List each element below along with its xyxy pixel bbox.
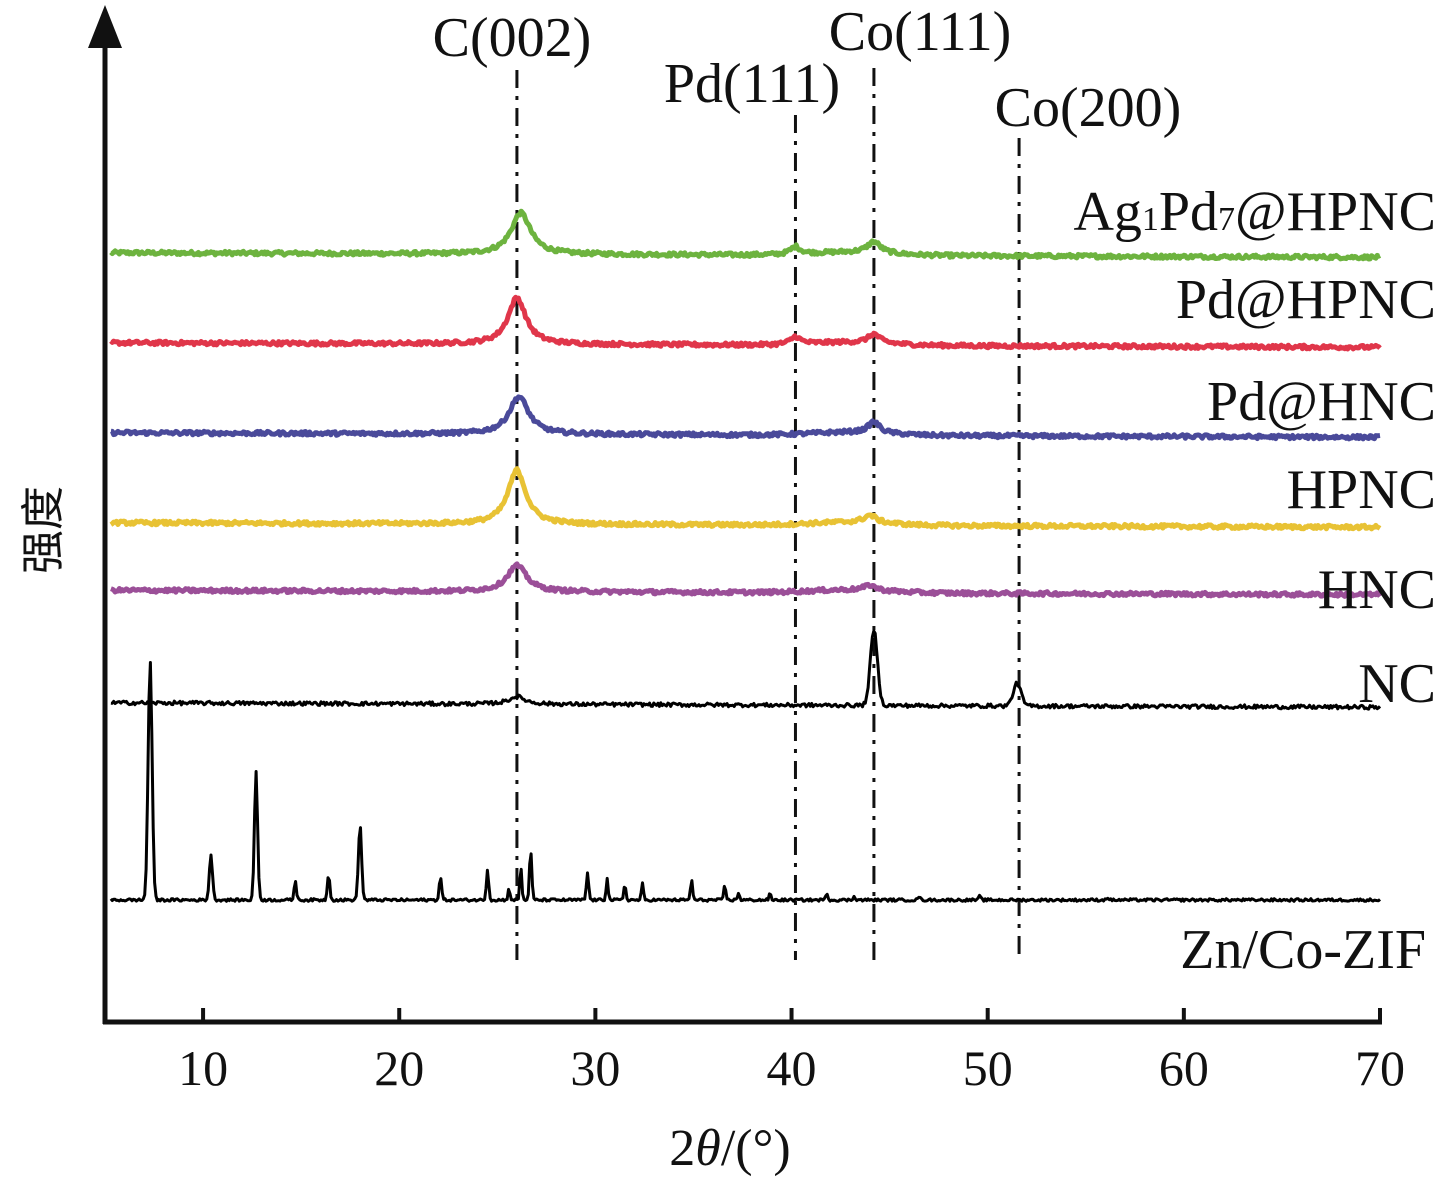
x-axis-ticks: 10 20 30 40 50 60 70 (178, 1008, 1405, 1096)
x-tick-label: 40 (767, 1040, 817, 1096)
x-tick-label: 50 (963, 1040, 1013, 1096)
series-line-hpnc (109, 466, 1382, 532)
series-label-ag1pd7-hpnc: Ag1Pd7@HPNC (1073, 181, 1436, 243)
series-line-nc (110, 629, 1382, 711)
series-line-hnc (109, 561, 1383, 599)
x-tick-label: 60 (1159, 1040, 1209, 1096)
x-tick-label: 30 (570, 1040, 620, 1096)
series-label-zn-co-zif: Zn/Co-ZIF (1180, 919, 1426, 981)
series-label-pd-hpnc: Pd@HPNC (1176, 269, 1436, 331)
x-axis-title: 2θ/(°) (669, 1120, 790, 1177)
series-label-hpnc: HPNC (1287, 459, 1436, 521)
peak-label-c002: C(002) (433, 7, 592, 69)
series-line-ag1pd7-hpnc (109, 208, 1382, 262)
series-labels: Ag1Pd7@HPNC Pd@HPNC Pd@HNC HPNC HNC NC Z… (1073, 181, 1436, 981)
xrd-traces (109, 208, 1383, 903)
peak-label-co200: Co(200) (995, 77, 1182, 139)
peak-label-pd111: Pd(111) (664, 53, 840, 115)
series-label-hnc: HNC (1318, 559, 1436, 621)
series-line-pd-hpnc (109, 294, 1382, 352)
series-line-pd-hnc (109, 394, 1382, 442)
peak-labels: C(002) Pd(111) Co(111) Co(200) (433, 1, 1182, 139)
peak-label-co111: Co(111) (829, 1, 1012, 63)
y-axis-arrow (88, 5, 122, 48)
reference-lines (515, 68, 1021, 960)
y-axis-title: 强度 (18, 486, 69, 574)
x-tick-label: 10 (178, 1040, 228, 1096)
series-line-zn-co-zif (109, 661, 1382, 903)
x-tick-label: 20 (374, 1040, 424, 1096)
series-label-nc: NC (1358, 653, 1436, 715)
x-tick-label: 70 (1355, 1040, 1405, 1096)
series-label-pd-hnc: Pd@HNC (1207, 371, 1436, 433)
